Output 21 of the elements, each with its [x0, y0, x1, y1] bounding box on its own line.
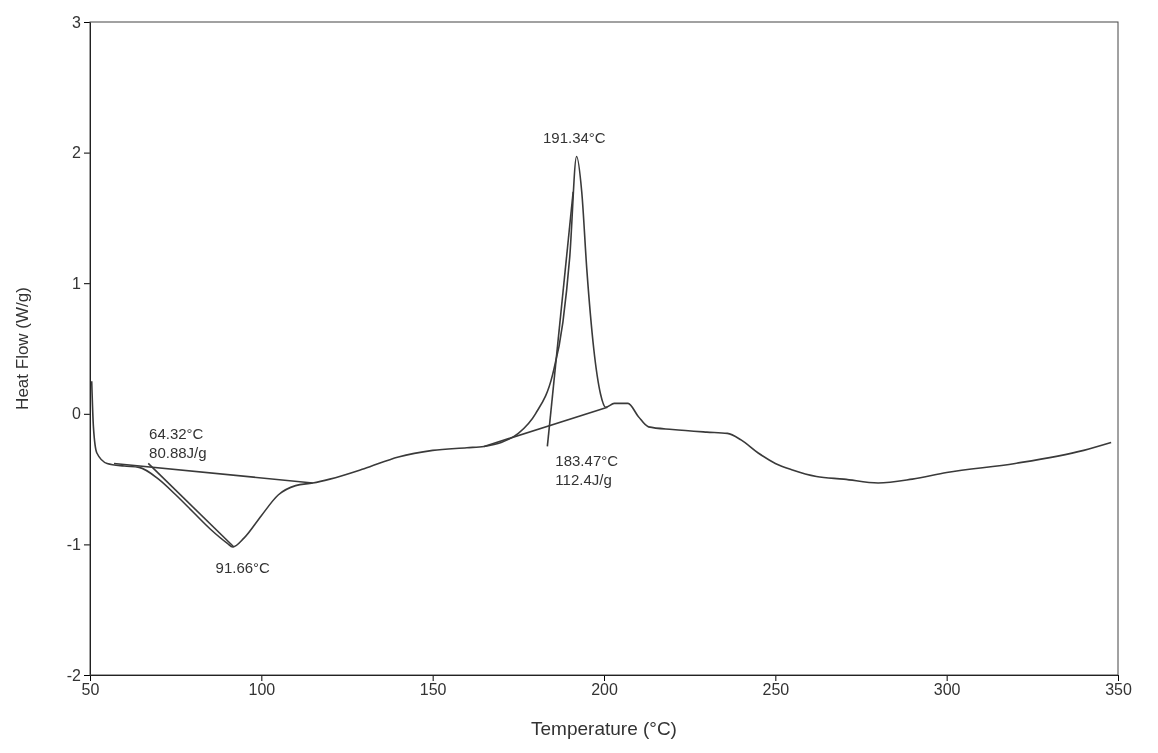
annotation: 80.88J/g	[149, 444, 207, 462]
x-tick-label: 100	[248, 681, 276, 699]
annotation: 183.47°C	[555, 452, 619, 470]
y-tick-label: 2	[72, 144, 82, 162]
x-axis-title: Temperature (°C)	[531, 718, 677, 739]
y-tick-label: -2	[66, 666, 82, 684]
annotation: 112.4J/g	[555, 471, 612, 489]
y-tick-label: -1	[66, 536, 82, 554]
y-tick-label: 0	[72, 405, 82, 423]
x-tick-label: 150	[419, 681, 447, 699]
y-tick-label: 3	[72, 13, 82, 31]
annotation: 91.66°C	[215, 559, 271, 577]
y-axis-title: Heat Flow (W/g)	[13, 287, 32, 410]
x-tick-label: 350	[1105, 681, 1132, 699]
x-tick-label: 50	[81, 681, 100, 699]
annotation: 191.34°C	[542, 128, 606, 146]
x-tick-label: 250	[762, 681, 790, 699]
x-tick-label: 200	[591, 681, 618, 699]
annotation: 64.32°C	[149, 425, 204, 443]
x-tick-label: 300	[933, 681, 961, 699]
y-tick-label: 1	[72, 274, 82, 292]
